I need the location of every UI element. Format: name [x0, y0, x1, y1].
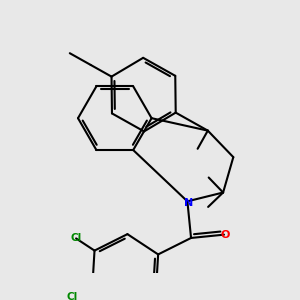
Text: N: N — [184, 198, 193, 208]
Text: Cl: Cl — [70, 233, 82, 243]
Text: Cl: Cl — [67, 292, 78, 300]
Text: O: O — [221, 230, 230, 240]
